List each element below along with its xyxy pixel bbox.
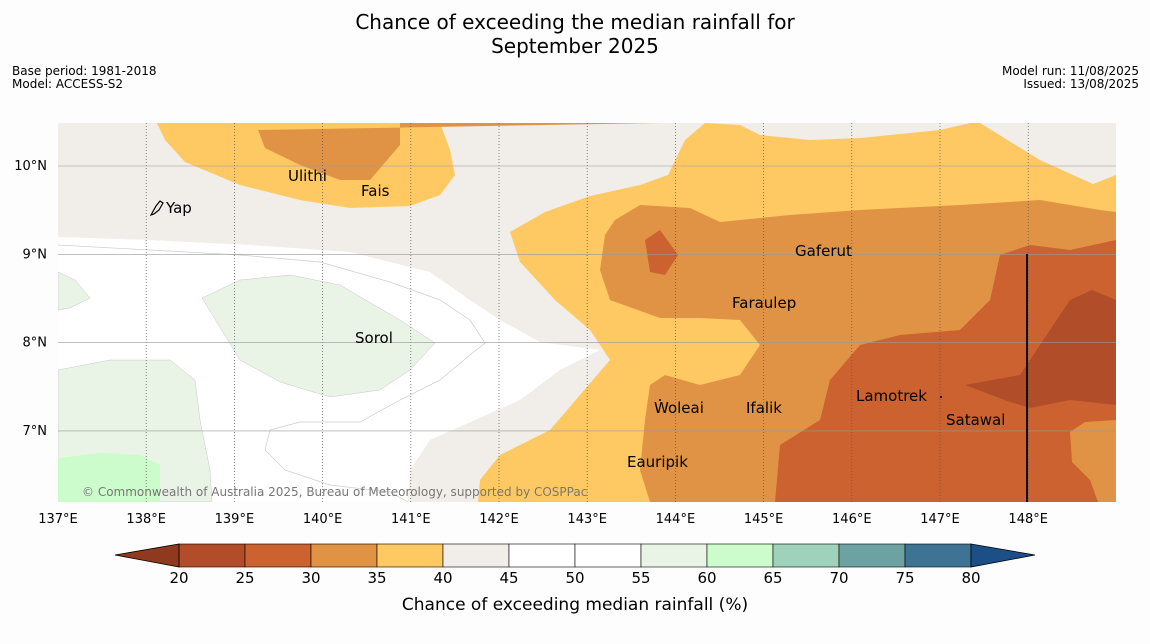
place-label-ulithi: Ulithi: [288, 167, 327, 185]
contour-line-50: [58, 244, 486, 431]
colorbar-tick-label: 30: [301, 569, 320, 587]
lon-tick-label: 148°E: [1008, 512, 1048, 527]
colorbar-tick-label: 40: [433, 569, 452, 587]
colorbar-segment: [178, 543, 246, 568]
colorbar-tick-label: 75: [895, 569, 914, 587]
model-run: Model run: 11/08/2025: [1001, 64, 1139, 78]
band-30-35-se: [1070, 420, 1116, 502]
colorbar-segment: [376, 543, 444, 568]
lon-tick-label: 140°E: [303, 512, 343, 527]
colorbar-title: Chance of exceeding median rainfall (%): [402, 595, 748, 615]
meta-left: Base period: 1981-2018 Model: ACCESS-S2: [12, 65, 157, 91]
colorbar-segment: [310, 543, 378, 568]
colorbar-segment: [244, 543, 312, 568]
band-55-60-nw: [58, 271, 91, 311]
place-label-woleai: Woleai: [654, 399, 704, 417]
lon-tick-label: 147°E: [920, 512, 960, 527]
map-title-line2: September 2025: [491, 34, 659, 58]
place-label-ifalik: Ifalik: [746, 399, 782, 417]
lat-tick-label: 7°N: [23, 424, 48, 439]
colorbar-tick-label: 80: [961, 569, 980, 587]
colorbar-tick-label: 50: [565, 569, 584, 587]
graticule: [58, 123, 1116, 502]
attribution: © Commonwealth of Australia 2025, Bureau…: [82, 485, 587, 499]
lat-tick-label: 10°N: [14, 159, 47, 174]
colorbar-over-arrow: [970, 543, 1036, 568]
issued-date: Issued: 13/08/2025: [1023, 77, 1139, 91]
lon-tick-label: 139°E: [215, 512, 255, 527]
colorbar-segment: [838, 543, 906, 568]
colorbar-segment: [772, 543, 840, 568]
meta-right: Model run: 11/08/2025 Issued: 13/08/2025: [1002, 65, 1139, 91]
lon-tick-label: 138°E: [126, 512, 166, 527]
lon-axis-labels: 137°E 138°E 139°E 140°E 141°E 142°E 143°E 144°E…: [38, 512, 1048, 527]
map-title-line1: Chance of exceeding the median rainfall …: [355, 10, 795, 34]
lon-tick-label: 145°E: [744, 512, 784, 527]
lon-tick-label: 141°E: [391, 512, 431, 527]
place-marker: [659, 399, 661, 401]
place-marker: [940, 396, 942, 398]
band-55-60-center: [201, 274, 436, 398]
band-60-65: [58, 453, 160, 502]
colorbar-tick-label: 60: [697, 569, 716, 587]
lat-tick-label: 8°N: [23, 336, 48, 351]
lat-axis-labels: 10°N 9°N 8°N 7°N: [14, 159, 47, 439]
lon-tick-label: 143°E: [567, 512, 607, 527]
place-label-fais: Fais: [361, 182, 390, 200]
colorbar-tick-label: 25: [235, 569, 254, 587]
place-labels: Ulithi Fais Yap Gaferut Faraulep Sorol Woleai I…: [165, 167, 1005, 471]
colorbar-segment: [574, 543, 642, 568]
colorbar-tick-label: 65: [763, 569, 782, 587]
colorbar-under-arrow: [114, 543, 180, 568]
base-period: Base period: 1981-2018: [12, 64, 157, 78]
place-label-sorol: Sorol: [355, 329, 393, 347]
lat-tick-label: 9°N: [23, 247, 48, 262]
yap-island-icon: [149, 200, 164, 217]
colorbar: 20 25 30 35 40 45 50 55 60 65 70 75 80 Chance of exc…: [114, 543, 1036, 615]
place-label-eauripik: Eauripik: [627, 453, 688, 471]
place-label-lamotrek: Lamotrek: [856, 387, 927, 405]
colorbar-segment: [508, 543, 576, 568]
colorbar-segment: [640, 543, 708, 568]
colorbar-tick-label: 45: [499, 569, 518, 587]
lon-tick-label: 142°E: [479, 512, 519, 527]
colorbar-segment: [904, 543, 972, 568]
lon-tick-label: 144°E: [656, 512, 696, 527]
place-label-satawal: Satawal: [946, 411, 1005, 429]
band-25-30: [645, 230, 1116, 502]
colorbar-tick-label: 55: [631, 569, 650, 587]
lon-tick-label: 137°E: [38, 512, 78, 527]
place-label-yap: Yap: [165, 199, 192, 217]
colorbar-segment: [442, 543, 510, 568]
colorbar-segment: [706, 543, 774, 568]
contour-line-50-south: [264, 429, 409, 502]
colorbar-tick-label: 20: [169, 569, 188, 587]
model-name: Model: ACCESS-S2: [12, 77, 124, 91]
place-label-faraulep: Faraulep: [732, 294, 796, 312]
lon-tick-label: 146°E: [832, 512, 872, 527]
colorbar-tick-label: 70: [829, 569, 848, 587]
place-label-gaferut: Gaferut: [795, 242, 852, 260]
band-20-25: [965, 290, 1116, 408]
colorbar-tick-label: 35: [367, 569, 386, 587]
